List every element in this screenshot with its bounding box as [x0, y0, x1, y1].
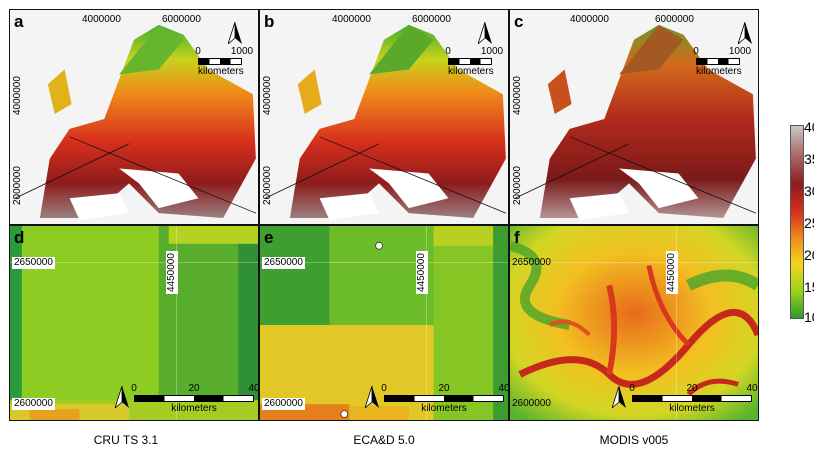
legend-tick: 10 [804, 309, 814, 325]
panel-letter-e: e [264, 228, 274, 247]
x-tick-label: 4450000 [666, 251, 678, 294]
scale-bar-graphic [448, 58, 492, 65]
north-arrow-icon [228, 22, 242, 44]
panel-letter-d: d [14, 228, 25, 247]
scale-tick: 20 [686, 383, 698, 394]
scale-bar: 0 20 40 kilometers [131, 383, 258, 414]
scale-tick: 0 [445, 46, 451, 57]
scale-tick: 1000 [230, 46, 254, 57]
north-arrow-icon [738, 22, 752, 44]
europe-map-b [260, 10, 508, 224]
scale-bar-graphic [384, 395, 504, 402]
scale-tick: 20 [188, 383, 200, 394]
panel-letter-f: f [514, 228, 520, 247]
north-arrow-icon [365, 386, 379, 408]
y-tick-label: 4000000 [262, 76, 273, 115]
scale-bar-graphic [134, 395, 254, 402]
north-arrow-icon [478, 22, 492, 44]
y-tick-label: 2600000 [512, 398, 551, 409]
scale-bar: 0 1000 kilometers [693, 46, 751, 77]
map-panel-f: f 2650000 2600000 4450000 0 20 40 kilomete… [509, 225, 759, 421]
scale-unit: kilometers [669, 403, 715, 414]
y-tick-label: 2600000 [12, 398, 55, 410]
zoom-map-d [10, 226, 258, 420]
y-tick-label: 4000000 [12, 76, 23, 115]
x-tick-label: 4000000 [332, 14, 371, 25]
legend-tick: 20 [804, 247, 814, 263]
scale-unit: kilometers [448, 66, 494, 77]
map-panel-e: e 2650000 2600000 4450000 0 20 40 kilomete… [259, 225, 509, 421]
legend-tick: 15 [804, 279, 814, 295]
legend-tick: 40 [804, 119, 814, 135]
scale-unit: kilometers [198, 66, 244, 77]
scale-tick: 0 [381, 383, 387, 394]
zoom-map-f [510, 226, 758, 420]
x-tick-label: 4000000 [570, 14, 609, 25]
scale-bar: 0 20 40 kilometers [381, 383, 508, 414]
panel-letter-c: c [514, 12, 524, 31]
scale-tick: 0 [131, 383, 137, 394]
y-tick-label: 2600000 [262, 398, 305, 410]
legend-colorbar [790, 125, 804, 319]
caption-cru: CRU TS 3.1 [93, 433, 159, 447]
scale-tick: 20 [438, 383, 450, 394]
scale-tick: 40 [248, 383, 259, 394]
panel-letter-b: b [264, 12, 275, 31]
scale-tick: 40 [498, 383, 509, 394]
x-tick-label: 6000000 [655, 14, 694, 25]
north-arrow-icon [612, 386, 626, 408]
scale-tick: 0 [195, 46, 201, 57]
scale-unit: kilometers [421, 403, 467, 414]
station-marker-icon [340, 410, 349, 418]
y-tick-label: 2000000 [12, 166, 23, 205]
north-arrow-icon [115, 386, 129, 408]
legend-tick: 30 [804, 183, 814, 199]
europe-map-a [10, 10, 258, 224]
scale-tick: 0 [693, 46, 699, 57]
scale-bar-graphic [632, 395, 752, 402]
scale-unit: kilometers [696, 66, 742, 77]
scale-tick: 1000 [728, 46, 752, 57]
panel-letter-a: a [14, 12, 24, 31]
y-tick-label: 2650000 [12, 257, 55, 269]
x-tick-label: 6000000 [162, 14, 201, 25]
scale-bar: 0 20 40 kilometers [629, 383, 757, 414]
scale-tick: 40 [746, 383, 758, 394]
europe-map-c [510, 10, 758, 224]
map-panel-b: b 4000000 6000000 4000000 2000000 0 1000 … [259, 9, 509, 225]
station-marker-icon [375, 241, 383, 250]
y-tick-label: 2000000 [512, 166, 523, 205]
y-tick-label: 2650000 [512, 257, 551, 268]
map-panel-a: a 4000000 6000000 4000000 2000000 0 1000 … [9, 9, 259, 225]
scale-unit: kilometers [171, 403, 217, 414]
legend-tick: 35 [804, 151, 814, 167]
caption-ecad: ECA&D 5.0 [353, 433, 415, 447]
x-tick-label: 4000000 [82, 14, 121, 25]
scale-tick: 0 [629, 383, 635, 394]
x-tick-label: 4450000 [416, 251, 428, 294]
scale-bar: 0 1000 kilometers [445, 46, 503, 77]
scale-bar-graphic [696, 58, 740, 65]
y-tick-label: 4000000 [512, 76, 523, 115]
x-tick-label: 6000000 [412, 14, 451, 25]
map-panel-d: d 2650000 2600000 4450000 0 20 40 kilomete… [9, 225, 259, 421]
map-panel-c: c 4000000 6000000 4000000 2000000 0 1000 … [509, 9, 759, 225]
scale-tick: 1000 [480, 46, 504, 57]
x-tick-label: 4450000 [166, 251, 178, 294]
y-tick-label: 2650000 [262, 257, 305, 269]
legend-tick: 25 [804, 215, 814, 231]
y-tick-label: 2000000 [262, 166, 273, 205]
scale-bar: 0 1000 kilometers [195, 46, 253, 77]
scale-bar-graphic [198, 58, 242, 65]
caption-modis: MODIS v005 [599, 433, 669, 447]
